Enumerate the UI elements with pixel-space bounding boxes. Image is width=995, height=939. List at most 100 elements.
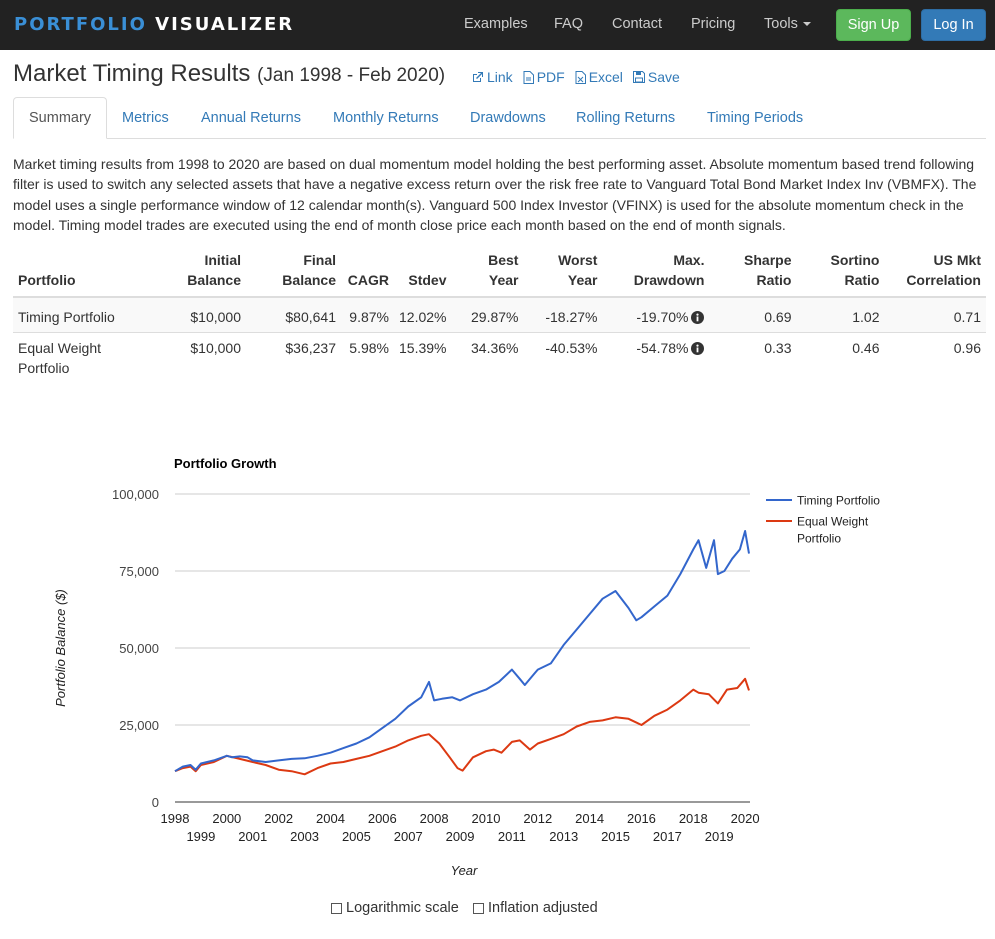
x-tick-label: 2000 [212, 811, 241, 826]
page-title: Market Timing Results (Jan 1998 - Feb 20… [13, 60, 445, 88]
x-tick-label: 2019 [705, 829, 734, 844]
col-max-drawdown: Max. Drawdown [602, 250, 710, 298]
x-tick-label: 2009 [446, 829, 475, 844]
portfolio-growth-chart: Portfolio Growth 0 25,000 50,000 75,000 100,0… [53, 456, 880, 878]
pdf-label: PDF [536, 69, 565, 85]
pdf-action[interactable]: PDF [523, 69, 565, 85]
cell-best-year: 29.87% [451, 296, 524, 333]
x-tick-label: 2010 [472, 811, 501, 826]
tab-monthly-returns[interactable]: Monthly Returns [333, 109, 439, 126]
cell-sharpe-ratio: 0.33 [709, 332, 797, 383]
excel-action[interactable]: Excel [575, 69, 623, 85]
tab-summary[interactable]: Summary [13, 97, 108, 139]
nav-examples[interactable]: Examples [464, 16, 528, 32]
save-icon [632, 71, 645, 83]
cell-max-drawdown: -19.70% [602, 296, 710, 333]
cell-worst-year: -18.27% [523, 296, 603, 333]
login-button[interactable]: Log In [921, 9, 986, 41]
excel-file-icon [575, 70, 586, 84]
col-initial-balance: Initial Balance [156, 250, 246, 298]
pdf-file-icon [523, 70, 534, 84]
cell-portfolio-name-text: Equal Weight Portfolio [18, 340, 102, 376]
cell-stdev: 15.39% [394, 332, 452, 383]
x-tick-label: 2002 [264, 811, 293, 826]
col-sharpe-ratio: Sharpe Ratio [709, 250, 797, 298]
cell-portfolio-name: Timing Portfolio [13, 296, 156, 333]
x-tick-label: 2018 [679, 811, 708, 826]
x-tick-label: 2012 [523, 811, 552, 826]
legend-label: Portfolio [797, 532, 841, 546]
inflation-label: Inflation adjusted [488, 900, 598, 916]
brand-logo[interactable]: PORTFOLIO VISUALIZER [14, 14, 294, 35]
col-usmkt-line2: Correlation [906, 272, 981, 288]
results-table: Portfolio Initial Balance Final Balance CA… [13, 250, 986, 383]
col-best-line1: Best [488, 252, 519, 268]
save-action[interactable]: Save [632, 69, 680, 85]
cell-max-drawdown-value: -19.70% [636, 309, 689, 325]
nav-pricing[interactable]: Pricing [691, 16, 736, 32]
series-line-timing-portfolio [174, 530, 750, 773]
signup-button[interactable]: Sign Up [836, 9, 911, 41]
nav-faq[interactable]: FAQ [554, 16, 584, 32]
col-worst-line2: Year [567, 272, 598, 288]
col-stdev: Stdev [394, 250, 452, 298]
brand-part1: PORTFOLIO [14, 14, 147, 35]
log-scale-option[interactable]: Logarithmic scale [331, 900, 459, 916]
cell-stdev: 12.02% [394, 296, 452, 333]
cell-max-drawdown-value: -54.78% [636, 340, 689, 356]
tab-drawdowns[interactable]: Drawdowns [470, 109, 546, 126]
link-action[interactable]: Link [471, 69, 513, 85]
x-tick-label: 2007 [394, 829, 423, 844]
x-tick-label: 2016 [627, 811, 656, 826]
tab-metrics[interactable]: Metrics [122, 109, 169, 126]
nav-tools-dropdown[interactable]: Tools [764, 16, 811, 32]
cell-sharpe-ratio: 0.69 [709, 296, 797, 333]
cell-worst-year: -40.53% [523, 332, 603, 383]
x-tick-label: 2006 [368, 811, 397, 826]
y-tick-label: 75,000 [119, 564, 159, 579]
cell-max-drawdown: -54.78% [602, 332, 710, 383]
x-tick-label: 2001 [238, 829, 267, 844]
tab-rolling-returns[interactable]: Rolling Returns [576, 109, 676, 126]
nav-contact[interactable]: Contact [612, 16, 662, 32]
y-tick-label: 100,000 [112, 487, 159, 502]
inflation-checkbox[interactable] [473, 902, 484, 914]
info-icon[interactable] [691, 311, 705, 324]
col-final-balance: Final Balance [246, 250, 341, 298]
col-best-year: Best Year [451, 250, 524, 298]
table-header-row: Portfolio Initial Balance Final Balance CA… [13, 250, 986, 298]
x-tick-label: 2011 [498, 829, 526, 844]
cell-sortino-ratio: 0.46 [796, 332, 885, 383]
col-portfolio: Portfolio [13, 250, 156, 298]
excel-label: Excel [588, 69, 623, 85]
cell-cagr: 9.87% [341, 296, 394, 333]
table-row: Timing Portfolio $10,000 $80,641 9.87% 1… [13, 296, 986, 333]
inflation-option[interactable]: Inflation adjusted [473, 900, 598, 916]
export-actions: Link PDF Excel Save [471, 69, 680, 85]
col-sortino-line2: Ratio [844, 272, 880, 288]
legend-label: Timing Portfolio [797, 494, 880, 508]
legend-label: Equal Weight [797, 515, 869, 529]
cell-final-balance: $36,237 [246, 332, 341, 383]
x-tick-label: 2013 [549, 829, 578, 844]
col-maxdd-line2: Drawdown [633, 272, 705, 288]
caret-down-icon [802, 22, 811, 27]
cell-sortino-ratio: 1.02 [796, 296, 885, 333]
x-tick-label: 2017 [653, 829, 682, 844]
col-worst-line1: Worst [558, 252, 598, 268]
col-sharpe-line2: Ratio [756, 272, 792, 288]
col-final-line2: Balance [282, 272, 336, 288]
tab-annual-returns[interactable]: Annual Returns [201, 109, 301, 126]
col-sharpe-line1: Sharpe [744, 252, 792, 268]
tab-timing-periods[interactable]: Timing Periods [707, 109, 804, 126]
cell-final-balance: $80,641 [246, 296, 341, 333]
external-link-icon [473, 71, 483, 82]
cell-initial-balance: $10,000 [156, 296, 246, 333]
link-label: Link [487, 69, 513, 85]
x-tick-label: 2020 [731, 811, 760, 826]
y-tick-label: 50,000 [119, 641, 159, 656]
table-row: Equal Weight Portfolio $10,000 $36,237 5… [13, 332, 986, 383]
log-scale-checkbox[interactable] [331, 902, 342, 914]
col-usmkt-line1: US Mkt [933, 252, 981, 268]
info-icon[interactable] [691, 342, 705, 355]
